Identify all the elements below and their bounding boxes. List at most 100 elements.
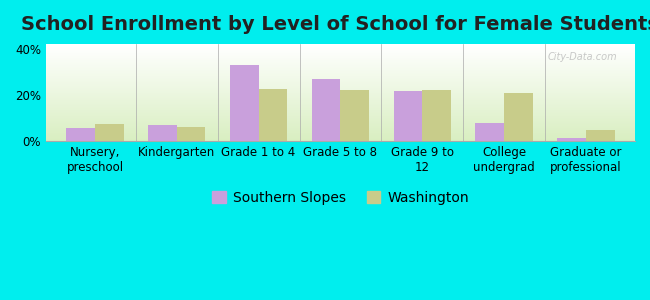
Bar [46,113,635,114]
Bar [46,85,635,86]
Bar [46,110,635,111]
Bar [46,76,635,77]
Bar [46,118,635,119]
Bar [46,71,635,72]
Bar [46,124,635,126]
Bar [46,104,635,105]
Bar [46,66,635,67]
Bar [46,87,635,88]
Bar [46,114,635,115]
Bar [46,79,635,80]
Bar [46,135,635,136]
Bar [46,73,635,74]
Bar [475,123,504,141]
Bar [46,131,635,132]
Bar [46,75,635,76]
Bar [46,51,635,52]
Bar [46,61,635,62]
Bar [46,74,635,75]
Bar [46,96,635,98]
Bar [46,82,635,83]
Bar [46,112,635,113]
Bar [46,91,635,92]
Bar [46,64,635,65]
Bar [46,99,635,100]
Bar [46,140,635,141]
Bar [46,105,635,106]
Bar [46,128,635,130]
Bar [259,89,287,141]
Bar [394,92,422,141]
Bar [46,55,635,56]
Bar [557,138,586,141]
Bar [46,90,635,91]
Bar [46,49,635,50]
Bar [46,46,635,47]
Bar [46,108,635,109]
Bar [46,130,635,131]
Bar [46,92,635,94]
Bar [46,109,635,110]
Bar [46,81,635,82]
Bar [46,52,635,54]
Bar [46,123,635,124]
Bar [46,115,635,116]
Bar [46,72,635,73]
Bar [177,127,205,141]
Bar [46,60,635,62]
Bar [46,134,635,135]
Bar [46,56,635,58]
Bar [46,83,635,84]
Bar [95,124,124,141]
Bar [230,65,259,141]
Title: School Enrollment by Level of School for Female Students: School Enrollment by Level of School for… [21,15,650,34]
Bar [46,122,635,123]
Bar [46,78,635,79]
Bar [46,139,635,140]
Bar [46,127,635,128]
Bar [46,58,635,59]
Bar [46,98,635,99]
Bar [46,70,635,71]
Bar [46,86,635,87]
Bar [46,68,635,69]
Bar [46,117,635,118]
Bar [46,84,635,85]
Bar [46,136,635,137]
Bar [46,48,635,49]
Bar [66,128,95,141]
Text: City-Data.com: City-Data.com [548,52,617,62]
Bar [46,65,635,66]
Bar [46,88,635,90]
Bar [46,50,635,51]
Bar [46,59,635,60]
Bar [46,63,635,64]
Bar [46,100,635,101]
Bar [46,94,635,95]
Bar [46,111,635,112]
Bar [46,138,635,139]
Legend: Southern Slopes, Washington: Southern Slopes, Washington [206,185,474,210]
Bar [46,121,635,122]
Bar [46,120,635,121]
Bar [46,116,635,117]
Bar [46,47,635,48]
Bar [46,44,635,45]
Bar [46,101,635,102]
Bar [46,95,635,96]
Bar [504,92,533,141]
Bar [312,79,341,141]
Bar [46,106,635,107]
Bar [46,126,635,127]
Bar [46,67,635,68]
Bar [46,69,635,70]
Bar [46,54,635,55]
Bar [46,45,635,46]
Bar [46,107,635,108]
Bar [422,90,451,141]
Bar [46,102,635,103]
Bar [46,103,635,104]
Bar [46,137,635,138]
Bar [46,80,635,81]
Bar [46,119,635,120]
